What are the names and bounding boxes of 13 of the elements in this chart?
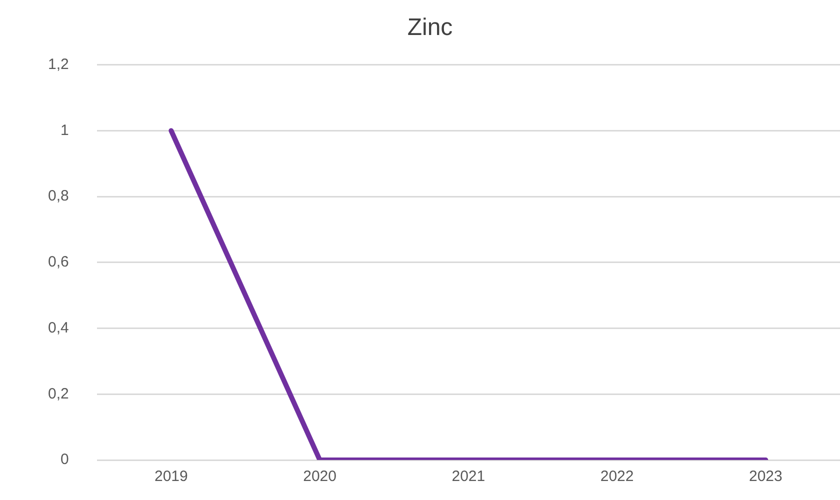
y-tick-label: 0 xyxy=(60,451,69,468)
y-tick-label: 0,4 xyxy=(48,319,69,336)
y-tick-label: 0,2 xyxy=(48,385,69,402)
y-tick-label: 1,2 xyxy=(48,56,69,73)
x-tick-label: 2019 xyxy=(154,468,188,486)
x-tick-label: 2020 xyxy=(303,468,336,486)
y-tick-label: 0,8 xyxy=(48,188,69,205)
y-tick-label: 1 xyxy=(60,122,69,139)
x-tick-label: 2023 xyxy=(749,468,782,486)
x-tick-label: 2021 xyxy=(452,468,486,486)
chart-title: Zinc xyxy=(407,14,453,42)
y-tick-label: 0,6 xyxy=(48,254,69,271)
x-tick-label: 2022 xyxy=(600,468,634,486)
